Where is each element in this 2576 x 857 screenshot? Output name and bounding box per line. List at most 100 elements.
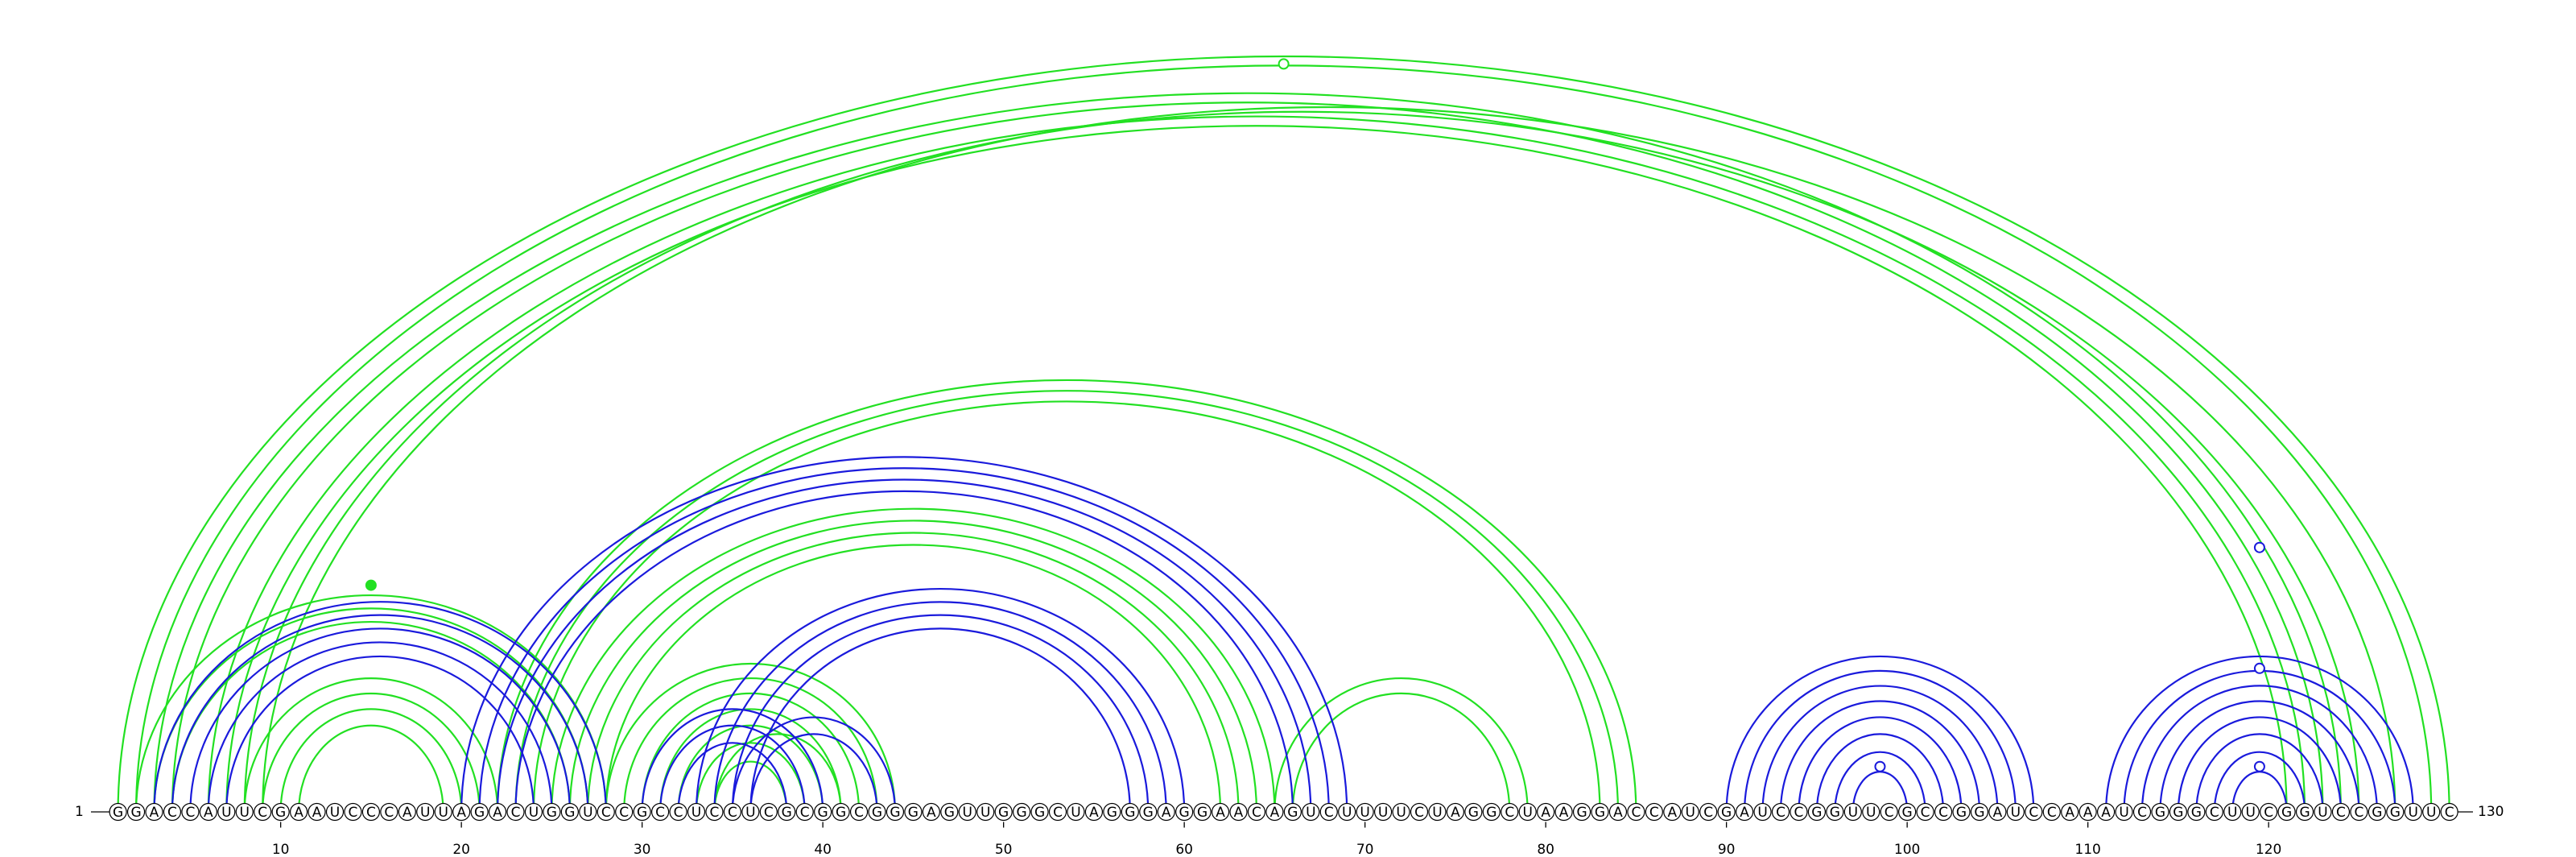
nucleotide-circle	[1302, 802, 1320, 822]
nucleotide-circle	[1283, 802, 1302, 822]
nucleotide-circle	[1211, 802, 1230, 822]
nucleotide-letter: U	[1378, 805, 1388, 821]
nucleotide-circle	[1717, 802, 1736, 822]
green-base-pair-arc	[243, 677, 499, 813]
nucleotide-letter: U	[583, 805, 592, 821]
nucleotide-letter: A	[1234, 805, 1244, 821]
blue-base-pair-arc	[659, 724, 806, 813]
nucleotide-letter: G	[1107, 805, 1117, 821]
green-base-pair-arc	[695, 742, 806, 813]
blue-base-pair-arc	[1761, 685, 1999, 813]
nucleotide-circle	[2295, 802, 2314, 822]
nucleotide-letter: C	[601, 805, 611, 821]
nucleotide-circle	[271, 802, 290, 822]
nucleotide-letter: U	[1757, 805, 1767, 821]
nucleotide-letter: G	[130, 805, 141, 821]
green-base-pair-arc	[1274, 677, 1529, 813]
green-base-pair-arc	[713, 733, 842, 813]
nucleotide-letter: G	[818, 805, 828, 821]
nucleotide-circle	[1807, 802, 1826, 822]
nucleotide-letter: G	[890, 805, 900, 821]
nucleotide-circle	[1501, 802, 1519, 822]
nucleotide-letter: C	[511, 805, 521, 821]
nucleotide-letter: A	[1089, 805, 1099, 821]
nucleotide-circle	[308, 802, 326, 822]
nucleotide-circle	[814, 802, 832, 822]
nucleotide-letter: G	[782, 805, 792, 821]
nucleotide-letter: G	[474, 805, 485, 821]
green-arc-marker	[365, 579, 377, 591]
nucleotide-letter: A	[1559, 805, 1569, 821]
nucleotide-letter: U	[1848, 805, 1858, 821]
nucleotide-letter: U	[1342, 805, 1352, 821]
nucleotide-circle	[1591, 802, 1609, 822]
green-base-pair-arc	[713, 760, 788, 813]
green-base-pair-arc	[551, 507, 1276, 813]
nucleotide-circle	[2277, 802, 2296, 822]
blue-base-pair-arc	[2159, 700, 2360, 813]
nucleotide-circle	[669, 802, 687, 822]
nucleotide-circle	[543, 802, 561, 822]
nucleotide-letter: A	[1541, 805, 1550, 821]
nucleotide-letter: G	[1721, 805, 1732, 821]
blue-base-pair-arc	[677, 742, 788, 813]
nucleotide-letter: G	[872, 805, 882, 821]
blue-base-pair-arc	[1815, 733, 1945, 813]
nucleotide-letter: C	[167, 805, 177, 821]
nucleotide-circle	[1952, 802, 1971, 822]
green-base-pair-arc	[207, 115, 2306, 813]
nucleotide-circle	[145, 802, 163, 822]
nucleotide-letter: C	[1776, 805, 1785, 821]
nucleotide-circle	[940, 802, 959, 822]
blue-arc-marker	[2253, 541, 2265, 553]
nucleotide-circle	[2386, 802, 2405, 822]
tick-label: 60	[1175, 842, 1193, 857]
blue-base-pair-arc	[171, 614, 589, 813]
nucleotide-letter: C	[258, 805, 267, 821]
green-base-pair-arc	[496, 379, 1637, 813]
nucleotide-circle	[2097, 802, 2116, 822]
nucleotide-circle	[1988, 802, 2007, 822]
nucleotide-letter: C	[1631, 805, 1641, 821]
green-base-pair-arc	[532, 400, 1601, 813]
blue-arc-marker	[2253, 662, 2265, 674]
nucleotide-letter: A	[2083, 805, 2093, 821]
nucleotide-circle	[2260, 802, 2278, 822]
nucleotide-letter: G	[908, 805, 919, 821]
nucleotide-letter: A	[2101, 805, 2111, 821]
blue-base-pair-arc	[731, 614, 1150, 813]
nucleotide-circle	[1843, 802, 1862, 822]
nucleotide-circle	[290, 802, 308, 822]
nucleotide-circle	[506, 802, 525, 822]
blue-base-pair-arc	[1834, 751, 1926, 813]
nucleotide-letter: G	[1179, 805, 1190, 821]
nucleotide-circle	[1862, 802, 1880, 822]
blue-base-pair-arc	[641, 708, 824, 813]
nucleotide-circle	[2350, 802, 2368, 822]
nucleotide-circle	[524, 802, 543, 822]
nucleotide-circle	[723, 802, 742, 822]
nucleotide-circle	[1771, 802, 1790, 822]
nucleotide-circle	[1826, 802, 1844, 822]
nucleotide-circle	[976, 802, 995, 822]
nucleotide-circle	[2006, 802, 2025, 822]
nucleotide-letter: U	[1396, 805, 1406, 821]
nucleotide-letter: G	[2372, 805, 2382, 821]
nucleotide-circle	[109, 802, 127, 822]
nucleotide-letter: C	[854, 805, 864, 821]
nucleotide-circle	[416, 802, 435, 822]
nucleotide-letter: C	[710, 805, 720, 821]
nucleotide-circle	[1753, 802, 1772, 822]
blue-arc-marker	[2253, 760, 2265, 772]
nucleotide-circle	[1012, 802, 1031, 822]
nucleotide-letter: C	[800, 805, 810, 821]
nucleotide-letter: C	[1921, 805, 1930, 821]
nucleotide-letter: G	[2155, 805, 2165, 821]
nucleotide-letter: C	[2445, 805, 2454, 821]
nucleotide-circle	[741, 802, 760, 822]
nucleotide-letter: U	[980, 805, 990, 821]
nucleotide-letter: U	[2119, 805, 2128, 821]
nucleotide-letter: C	[2210, 805, 2219, 821]
nucleotide-letter: C	[1414, 805, 1424, 821]
